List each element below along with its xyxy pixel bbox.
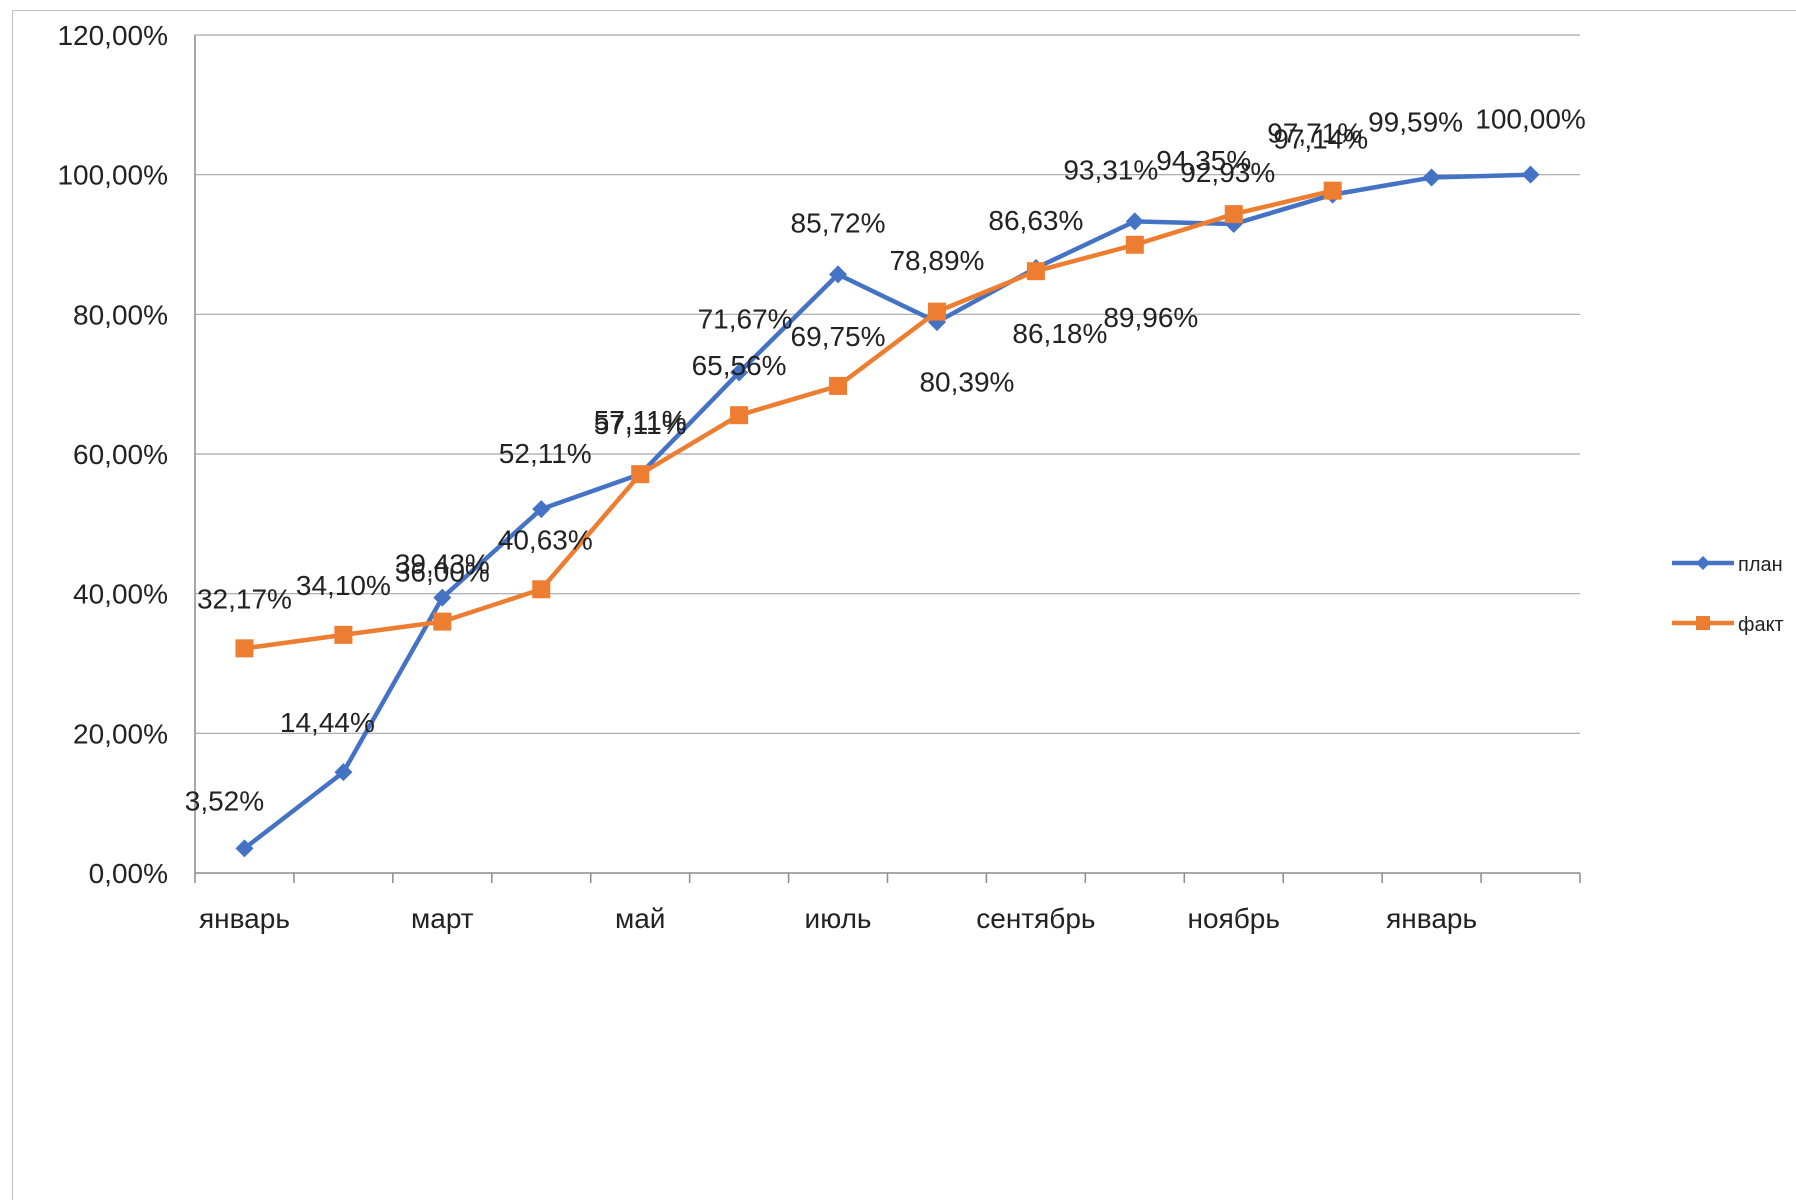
data-label: 71,67%: [698, 304, 793, 335]
data-point-marker: [927, 302, 946, 321]
data-label: 34,10%: [296, 570, 391, 601]
data-labels: 3,52% 14,44% 39,43% 52,11%57,11% 71,67% 85,72…: [185, 104, 1586, 817]
x-tick-label: март: [411, 903, 474, 934]
data-label: 100,00%: [1475, 104, 1586, 135]
y-tick-label: 60,00%: [73, 439, 168, 470]
data-label: 94,35%: [1156, 145, 1251, 176]
data-point-marker: [334, 625, 353, 644]
chart-frame: [12, 10, 1796, 1200]
y-tick-label: 100,00%: [57, 160, 168, 191]
data-point-marker: [433, 612, 452, 631]
data-label: 80,39%: [919, 367, 1014, 398]
legend: план факт: [1672, 554, 1784, 636]
x-tick-label: январь: [1386, 903, 1477, 934]
data-point-marker: [1125, 212, 1144, 231]
data-label: 93,31%: [1063, 154, 1158, 185]
y-tick-label: 40,00%: [73, 579, 168, 610]
data-point-marker: [532, 580, 551, 599]
data-label: 14,44%: [280, 707, 375, 738]
data-label: 52,11%: [499, 438, 592, 469]
data-label: 99,59%: [1368, 107, 1463, 138]
data-point-marker: [433, 588, 452, 607]
data-label: 3,52%: [185, 785, 264, 816]
y-tick-label: 120,00%: [57, 20, 168, 51]
data-label: 36,00%: [395, 557, 490, 588]
legend-label: план: [1738, 554, 1783, 576]
data-point-marker: [730, 406, 749, 425]
data-point-marker: [631, 465, 650, 484]
gridlines: [195, 34, 1580, 874]
data-point-marker: [235, 639, 254, 658]
series-line-fact: [242, 188, 1335, 651]
x-tick-label: июль: [805, 903, 872, 934]
data-label: 89,96%: [1103, 302, 1198, 333]
data-label: 40,63%: [498, 524, 593, 555]
data-point-marker: [829, 376, 848, 395]
data-label: 32,17%: [197, 583, 292, 614]
data-point-marker: [235, 839, 254, 858]
axes: 0,00% 20,00% 40,00% 60,00% 80,00% 100,00% 120,…: [57, 20, 1581, 934]
data-label: 86,18%: [1012, 318, 1107, 349]
series-line-plan: [242, 172, 1533, 851]
series-markers: [235, 165, 1540, 858]
x-tick-label: сентябрь: [976, 903, 1095, 934]
data-point-marker: [532, 500, 551, 519]
series-lines: [242, 172, 1533, 851]
data-label: 97,71%: [1267, 118, 1362, 149]
legend-marker: [1696, 616, 1710, 630]
x-tick-label: январь: [199, 903, 290, 934]
data-point-marker: [829, 265, 848, 284]
y-tick-label: 0,00%: [89, 858, 168, 889]
data-point-marker: [1026, 262, 1045, 281]
x-tick-label: май: [615, 903, 665, 934]
data-label: 97,14%: [1273, 124, 1368, 155]
data-point-marker: [1323, 181, 1342, 200]
data-label: 39,43%: [395, 549, 490, 580]
data-point-marker: [730, 363, 749, 382]
data-label: 69,75%: [791, 321, 886, 352]
data-label: 92,93%: [1180, 157, 1275, 188]
data-label: 57,11%: [594, 405, 687, 436]
data-label: 57,11%: [594, 409, 687, 440]
data-point-marker: [1125, 235, 1144, 254]
data-label: 65,56%: [692, 350, 787, 381]
data-point-marker: [1422, 168, 1441, 187]
y-tick-label: 20,00%: [73, 718, 168, 749]
data-point-marker: [1521, 165, 1540, 184]
x-tick-label: ноябрь: [1188, 903, 1280, 934]
data-label: 85,72%: [791, 207, 886, 238]
y-tick-label: 80,00%: [73, 299, 168, 330]
data-label: 78,89%: [889, 245, 984, 276]
legend-label: факт: [1738, 614, 1784, 636]
data-point-marker: [334, 763, 353, 782]
data-point-marker: [1224, 205, 1243, 224]
legend-marker: [1696, 556, 1710, 570]
data-label: 86,63%: [988, 205, 1083, 236]
